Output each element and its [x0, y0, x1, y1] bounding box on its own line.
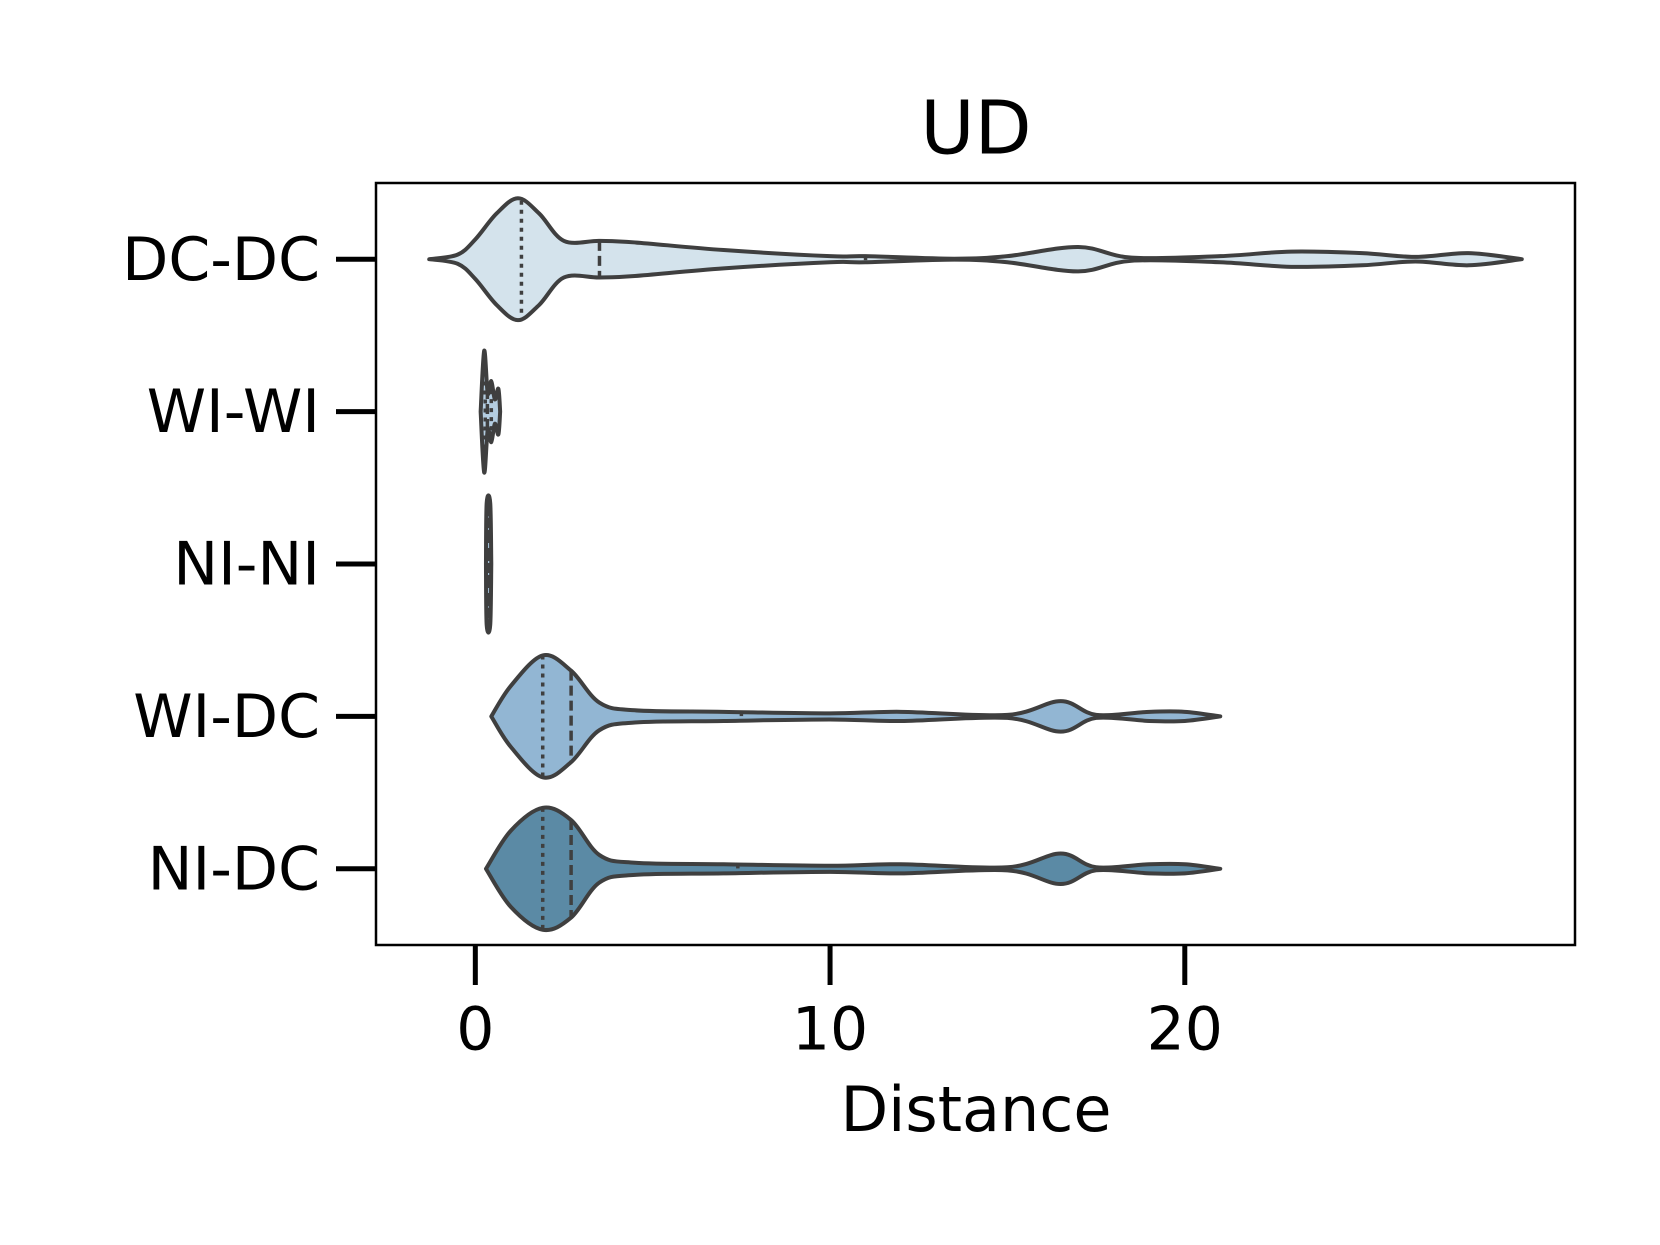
- x-tick-label: 20: [1147, 995, 1223, 1065]
- violin-body: [489, 653, 1223, 780]
- chart-title: UD: [920, 86, 1031, 172]
- y-tick-label: NI-NI: [173, 530, 320, 600]
- violin-body: [427, 196, 1524, 323]
- y-tick-label: WI-WI: [147, 377, 320, 447]
- x-tick-label: 10: [792, 995, 868, 1065]
- x-axis-label: Distance: [840, 1073, 1111, 1146]
- violin-body: [483, 805, 1223, 933]
- y-tick-label: NI-DC: [148, 834, 320, 904]
- x-tick-label: 0: [456, 995, 494, 1065]
- y-tick-label: DC-DC: [122, 225, 320, 295]
- y-tick-label: WI-DC: [133, 682, 320, 752]
